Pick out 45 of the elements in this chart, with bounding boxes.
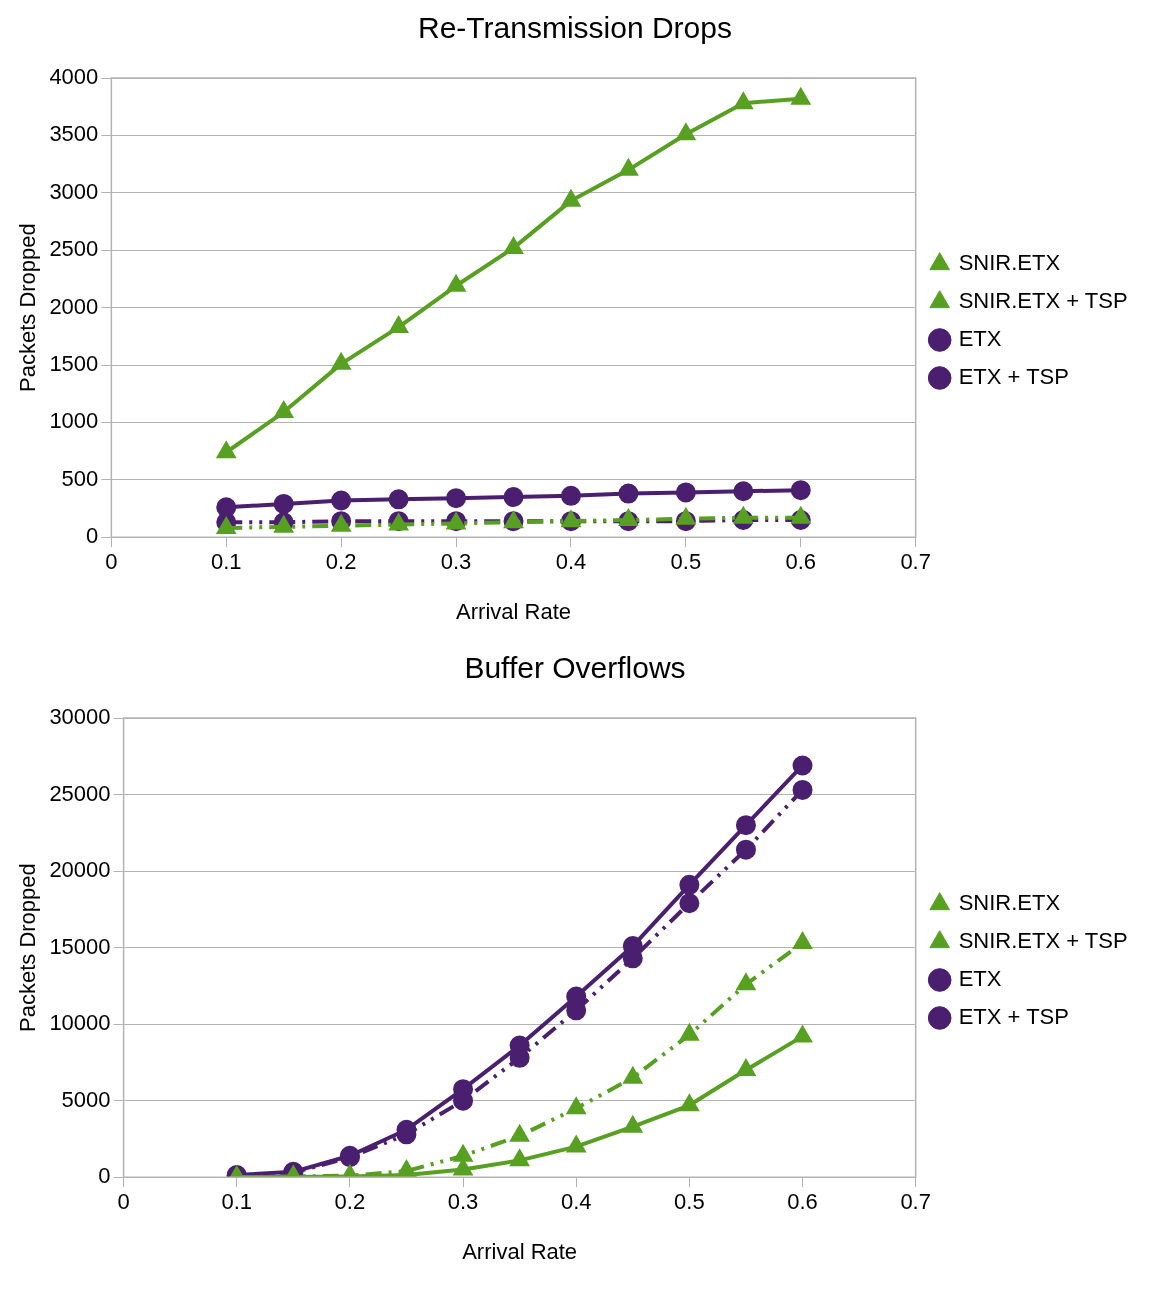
- y-tick-label: 25000: [49, 780, 111, 806]
- legend-label: ETX: [958, 326, 1002, 352]
- legend-label: SNIR.ETX: [958, 250, 1061, 276]
- x-tick-label: 0.2: [334, 1189, 366, 1215]
- x-tick-label: 0.5: [670, 549, 702, 575]
- x-tick-label: 0.5: [674, 1189, 705, 1215]
- y-tick-label: 2000: [49, 293, 99, 319]
- y-tick-label: 20000: [49, 857, 111, 883]
- x-tick-label: 0: [117, 1189, 130, 1215]
- legend-label: ETX + TSP: [958, 1004, 1069, 1030]
- x-axis-title: Arrival Rate: [456, 598, 571, 624]
- chart-title: Re-Transmission Drops: [418, 11, 732, 45]
- y-tick-label: 3500: [49, 121, 99, 147]
- x-tick-label: 0.3: [440, 549, 472, 575]
- y-tick-label: 0: [86, 523, 99, 549]
- x-tick-label: 0.4: [560, 1189, 592, 1215]
- x-tick-label: 0.6: [787, 1189, 818, 1215]
- y-tick-label: 3000: [49, 178, 99, 204]
- x-tick-label: 0.2: [325, 549, 357, 575]
- y-axis-title: Packets Dropped: [15, 223, 41, 392]
- x-tick-label: 0.1: [221, 1189, 253, 1215]
- y-tick-label: 10000: [49, 1010, 111, 1036]
- y-tick-label: 2500: [49, 236, 99, 262]
- x-tick-label: 0.4: [555, 549, 587, 575]
- y-tick-label: 0: [98, 1163, 111, 1189]
- legend-label: SNIR.ETX + TSP: [958, 928, 1128, 954]
- y-tick-label: 1000: [49, 408, 99, 434]
- legend-label: SNIR.ETX: [958, 890, 1061, 916]
- x-axis-title: Arrival Rate: [462, 1238, 578, 1264]
- x-tick-label: 0.3: [447, 1189, 479, 1215]
- y-tick-label: 30000: [49, 704, 111, 730]
- y-axis-title: Packets Dropped: [15, 863, 41, 1032]
- y-tick-label: 5000: [61, 1086, 111, 1112]
- x-tick-label: 0.6: [785, 549, 817, 575]
- legend-label: ETX + TSP: [958, 364, 1069, 390]
- y-tick-label: 500: [61, 465, 99, 491]
- chart-title: Buffer Overflows: [464, 651, 686, 685]
- x-tick-label: 0.7: [900, 1189, 931, 1215]
- y-tick-label: 4000: [49, 64, 99, 90]
- legend-label: ETX: [958, 966, 1002, 992]
- legend-label: SNIR.ETX + TSP: [958, 288, 1128, 314]
- x-tick-label: 0.1: [210, 549, 242, 575]
- y-tick-label: 1500: [49, 351, 99, 377]
- y-tick-label: 15000: [49, 933, 111, 959]
- x-tick-label: 0.7: [900, 549, 931, 575]
